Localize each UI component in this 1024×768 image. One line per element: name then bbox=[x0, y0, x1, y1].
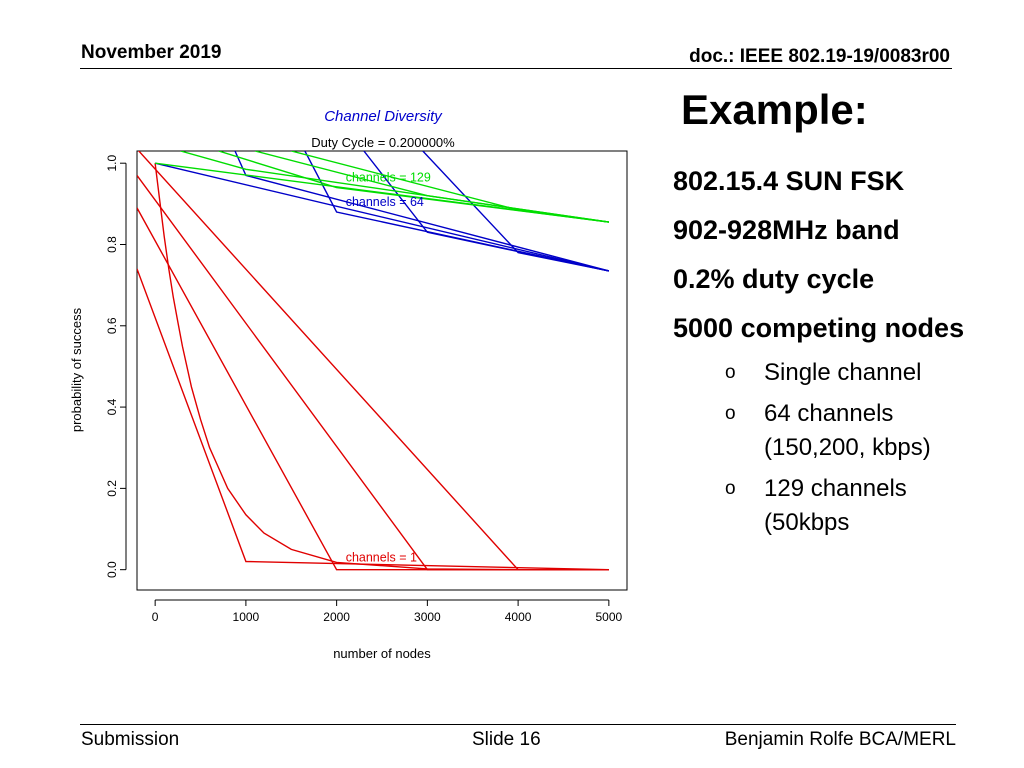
y-tick-label: 0.4 bbox=[105, 398, 119, 415]
footer-slide-number: Slide 16 bbox=[472, 729, 541, 750]
series-line-channels-64-8 bbox=[363, 151, 610, 272]
subbullet-line-2: (150,200, kbps) bbox=[764, 434, 931, 461]
chart-subtitle: Duty Cycle = 0.200000% bbox=[311, 135, 455, 150]
x-tick-label: 5000 bbox=[596, 610, 623, 624]
y-tick-label: 0.6 bbox=[105, 317, 119, 334]
bullet-marker-icon: o bbox=[725, 403, 736, 424]
series-line-channels-1-3 bbox=[137, 174, 609, 571]
subbullet-single-channel: o Single channel bbox=[673, 356, 1013, 390]
bullet-marker-icon: o bbox=[725, 362, 736, 383]
series-line-channels-1-1 bbox=[137, 268, 609, 571]
series-line-channels-64-6 bbox=[234, 151, 610, 272]
subbullet-129-channels: o 129 channels (50kbps bbox=[673, 472, 1013, 540]
subbullet-line: 64 channels bbox=[764, 400, 894, 427]
y-tick-label: 0.0 bbox=[105, 561, 119, 578]
annotation-layer: channels = 129 channels = 64 channels = 1 bbox=[346, 170, 431, 564]
series-layer bbox=[137, 151, 610, 571]
series-line-channels-1-4 bbox=[137, 151, 609, 571]
footer-submission: Submission bbox=[81, 729, 180, 750]
series-line-channels-64-7 bbox=[304, 151, 610, 272]
plot-frame bbox=[136, 150, 628, 591]
x-tick-label: 4000 bbox=[505, 610, 532, 624]
subbullet-line: 129 channels bbox=[764, 475, 907, 502]
header-date: November 2019 bbox=[81, 42, 222, 63]
x-axis-label: number of nodes bbox=[333, 646, 431, 661]
y-tick-label: 1.0 bbox=[105, 155, 119, 172]
series-line-channels-1-2 bbox=[137, 207, 609, 571]
bullet-band-standard: 802.15.4 SUN FSK bbox=[673, 166, 905, 196]
series-line-channels-129-14 bbox=[291, 151, 609, 223]
header-divider bbox=[80, 68, 952, 69]
series-line-channels-64-5 bbox=[154, 162, 610, 272]
slide-title: Example: bbox=[681, 86, 868, 133]
y-axis-label: probability of success bbox=[69, 307, 84, 432]
bullet-competing-nodes: 5000 competing nodes bbox=[673, 313, 965, 343]
x-tick-label: 3000 bbox=[414, 610, 441, 624]
bullet-list: 802.15.4 SUN FSK 902-928MHz band 0.2% du… bbox=[673, 160, 1013, 547]
bullet-frequency-band: 902-928MHz band bbox=[673, 215, 900, 245]
header-doc-id: doc.: IEEE 802.19-19/0083r00 bbox=[689, 46, 950, 67]
bullet-marker-icon: o bbox=[725, 478, 736, 499]
chart-title: Channel Diversity bbox=[324, 108, 443, 125]
footer-author: Benjamin Rolfe BCA/MERL bbox=[724, 729, 956, 750]
subbullet-line: Single channel bbox=[764, 359, 922, 386]
annotation-channels-64: channels = 64 bbox=[346, 195, 424, 209]
annotation-channels-129: channels = 129 bbox=[346, 170, 431, 184]
series-line-channels-129-12 bbox=[218, 151, 609, 223]
annotation-channels-1: channels = 1 bbox=[346, 551, 417, 565]
bullet-duty-cycle: 0.2% duty cycle bbox=[673, 264, 875, 294]
x-tick-label: 2000 bbox=[323, 610, 350, 624]
footer-divider bbox=[80, 724, 956, 725]
y-tick-label: 0.2 bbox=[105, 480, 119, 497]
x-tick-label: 1000 bbox=[233, 610, 260, 624]
subbullet-line-2: (50kbps bbox=[764, 509, 850, 536]
y-tick-label: 0.8 bbox=[105, 236, 119, 253]
x-tick-label: 0 bbox=[152, 610, 159, 624]
series-line-channels-64-9 bbox=[422, 151, 610, 272]
channel-diversity-chart: Channel Diversity Duty Cycle = 0.200000%… bbox=[69, 108, 628, 661]
subbullet-64-channels: o 64 channels (150,200, kbps) bbox=[673, 397, 1013, 465]
axis-layer: 0 1000 2000 3000 4000 5000 0.0 0.2 0.4 0.6 0.8 1.0 bbox=[105, 155, 623, 624]
